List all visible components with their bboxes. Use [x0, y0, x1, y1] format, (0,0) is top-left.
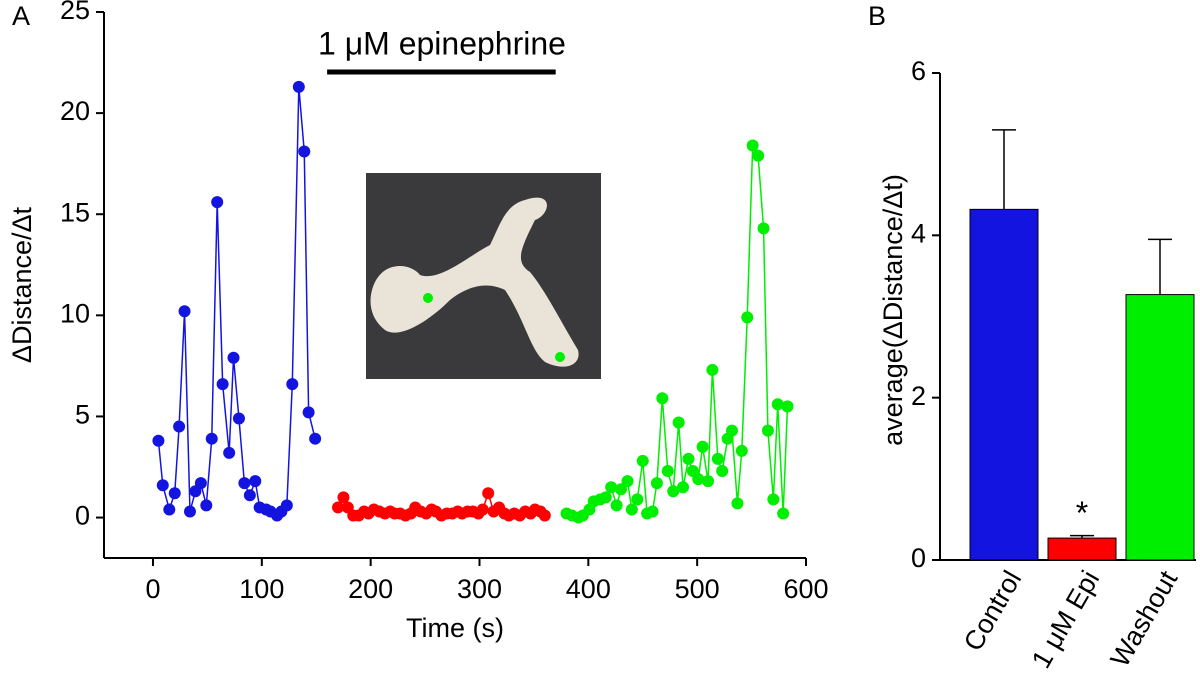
- bar: [1047, 537, 1117, 561]
- data-point: [692, 473, 705, 486]
- x-tick-label: 100: [239, 574, 284, 604]
- data-point: [178, 305, 191, 318]
- data-point: [476, 503, 489, 516]
- data-point: [781, 400, 794, 413]
- treatment-label: 1 μM epinephrine: [318, 25, 566, 61]
- data-point: [309, 432, 322, 445]
- data-point: [614, 483, 627, 496]
- data-point: [286, 378, 299, 391]
- data-point: [767, 493, 780, 506]
- data-point: [711, 452, 724, 465]
- data-point: [302, 406, 315, 419]
- data-point: [332, 501, 344, 514]
- x-axis-label: Time (s): [406, 613, 504, 643]
- data-point: [599, 491, 612, 504]
- data-point: [538, 509, 551, 522]
- data-point: [677, 481, 690, 494]
- data-point: [771, 398, 784, 411]
- series-line: [157, 86, 316, 517]
- data-point: [200, 499, 213, 512]
- data-point: [227, 351, 240, 364]
- data-point: [631, 493, 644, 506]
- x-tick-label: 400: [566, 574, 611, 604]
- data-point: [746, 139, 759, 152]
- data-point: [716, 465, 729, 478]
- data-point: [232, 412, 245, 425]
- x-tick-label: 0: [145, 574, 160, 604]
- data-point: [482, 487, 495, 500]
- y-tick-label: 6: [911, 56, 926, 86]
- data-point: [610, 499, 623, 512]
- data-point: [173, 420, 186, 433]
- data-point: [156, 479, 169, 492]
- data-point: [682, 452, 695, 465]
- photo-inset: [366, 173, 601, 379]
- data-point: [249, 475, 262, 488]
- data-point: [667, 485, 680, 498]
- data-point: [777, 507, 790, 520]
- y-tick-label: 0: [911, 543, 926, 573]
- data-point: [163, 503, 176, 516]
- data-point: [757, 222, 770, 235]
- x-tick-label: 200: [348, 574, 393, 604]
- x-tick-label: 1 μM Epi: [1026, 566, 1106, 674]
- data-point: [741, 311, 754, 324]
- data-point: [625, 503, 638, 516]
- x-tick-label: 500: [675, 574, 720, 604]
- x-tick-label: Washout: [1105, 565, 1184, 672]
- panel-label: B: [868, 1, 886, 31]
- data-point: [337, 491, 350, 504]
- panel-label: A: [12, 1, 30, 31]
- data-point: [636, 454, 649, 467]
- data-point: [706, 363, 719, 376]
- x-tick-label: Control: [958, 566, 1028, 656]
- y-tick-label: 2: [911, 381, 926, 411]
- data-point: [725, 424, 738, 437]
- data-point: [656, 392, 669, 405]
- y-axis-label: average(ΔDistance/Δt): [878, 174, 908, 446]
- y-tick-label: 25: [60, 0, 90, 25]
- data-point: [752, 149, 765, 162]
- y-tick-label: 20: [60, 96, 90, 126]
- y-tick-label: 10: [60, 298, 90, 328]
- data-point: [194, 477, 207, 490]
- data-point: [731, 497, 744, 510]
- data-point: [152, 434, 165, 447]
- x-tick-label: 600: [783, 574, 828, 604]
- significance-mark: *: [1076, 495, 1088, 531]
- data-point: [292, 80, 305, 93]
- data-point: [696, 440, 709, 453]
- bar: [969, 208, 1039, 561]
- y-axis-label: ΔDistance/Δt: [7, 206, 37, 363]
- y-tick-label: 0: [75, 501, 90, 531]
- data-point: [605, 481, 618, 494]
- data-point: [183, 505, 196, 518]
- data-point: [621, 475, 634, 488]
- y-tick-label: 4: [911, 218, 926, 248]
- data-point: [650, 477, 663, 490]
- data-point: [216, 378, 229, 391]
- x-tick-label: 300: [457, 574, 502, 604]
- data-point: [238, 477, 251, 490]
- data-point: [205, 432, 218, 445]
- data-point: [298, 145, 311, 158]
- data-point: [761, 424, 774, 437]
- data-point: [672, 416, 685, 429]
- data-point: [702, 475, 715, 488]
- y-tick-label: 5: [75, 400, 90, 430]
- data-point: [243, 489, 256, 502]
- data-point: [211, 196, 224, 209]
- bar: [1125, 294, 1195, 561]
- y-tick-label: 15: [60, 197, 90, 227]
- data-point: [661, 465, 674, 478]
- data-point: [646, 505, 659, 518]
- data-point: [280, 499, 293, 512]
- data-point: [223, 446, 236, 459]
- data-point: [735, 444, 748, 457]
- data-point: [168, 487, 181, 500]
